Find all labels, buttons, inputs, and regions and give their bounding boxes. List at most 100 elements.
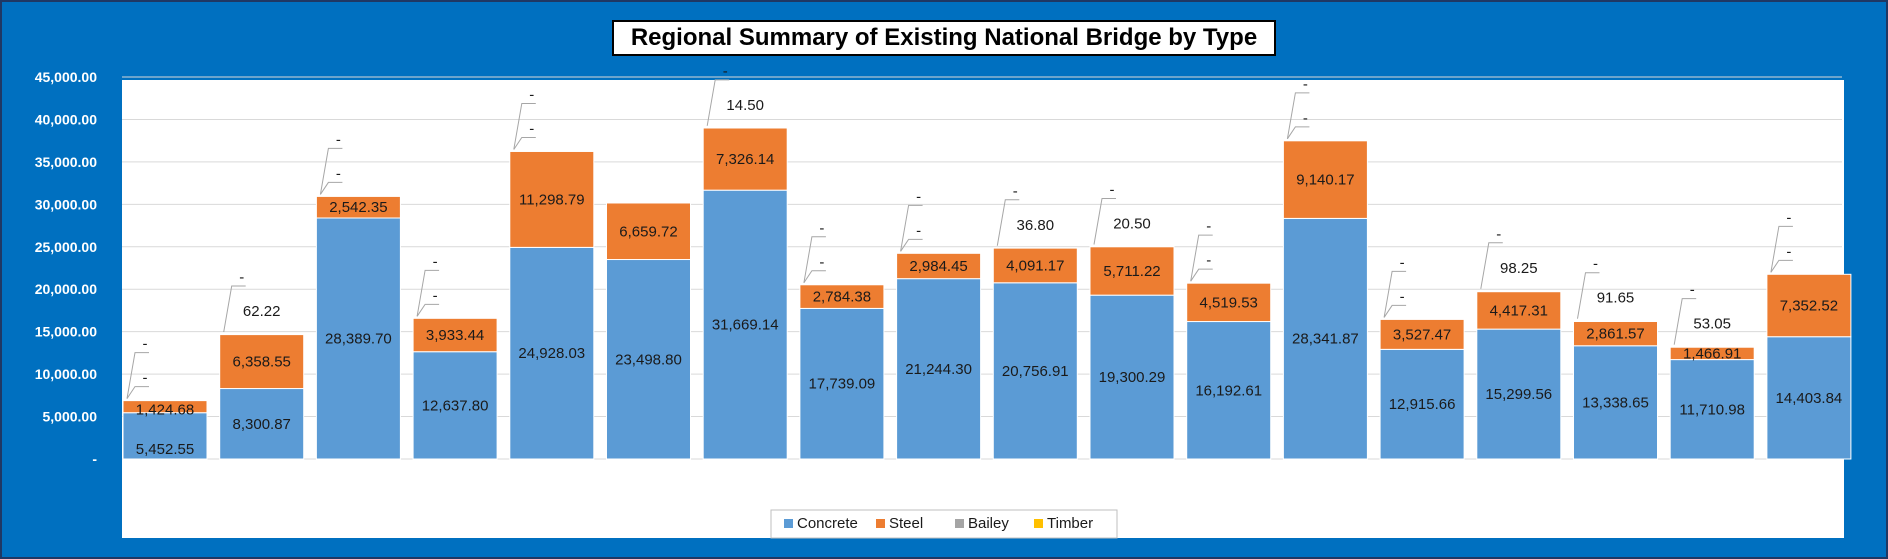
legend-swatch-concrete — [784, 519, 793, 528]
data-label-concrete: 12,915.66 — [1389, 396, 1456, 413]
data-label-bailey: - — [1400, 288, 1405, 305]
data-label-bailey: - — [1206, 252, 1211, 269]
leader-line — [1383, 304, 1407, 318]
bar-steel — [219, 334, 305, 390]
data-label-bailey: 98.25 — [1500, 260, 1538, 277]
y-tick-label: 30,000.00 — [35, 196, 97, 212]
bar-concrete — [992, 282, 1078, 460]
data-label-steel: 3,933.44 — [426, 327, 484, 344]
bar-steel — [702, 127, 788, 191]
bar-concrete — [1573, 345, 1658, 460]
data-label-steel: 4,519.53 — [1200, 294, 1258, 311]
data-label-steel: 4,417.31 — [1490, 302, 1548, 319]
leader-line — [513, 136, 536, 150]
data-label-steel: 7,326.14 — [716, 151, 774, 168]
x-tick-label: V — [1030, 475, 1040, 492]
data-label-bailey: - — [1786, 243, 1791, 260]
data-label-timber: - — [1400, 254, 1405, 271]
data-label-steel: 6,659.72 — [619, 223, 677, 240]
data-label-concrete: 28,341.87 — [1292, 331, 1359, 348]
data-label-timber: - — [1013, 183, 1018, 200]
data-label-timber: - — [1206, 218, 1211, 235]
leader-line — [223, 285, 246, 333]
data-label-concrete: 19,300.29 — [1099, 369, 1166, 386]
bar-steel — [1476, 291, 1562, 330]
leader-line — [319, 181, 343, 195]
leader-line — [1770, 259, 1793, 273]
data-label-timber: - — [1786, 209, 1791, 226]
bar-steel — [1766, 273, 1852, 338]
legend-label-bailey: Bailey — [968, 515, 1009, 532]
leader-line — [1190, 268, 1213, 282]
bars: 5,452.55 1,424.68 8,300.87 6,358.55 28,389.7… — [122, 127, 1852, 460]
data-label-timber: - — [1593, 256, 1598, 273]
x-tick-label: NCR — [342, 475, 375, 492]
bar-concrete — [1669, 359, 1755, 460]
bar-concrete — [1379, 348, 1465, 460]
legend-swatch-timber — [1034, 519, 1043, 528]
leader-line — [1286, 92, 1310, 139]
data-label-bailey: - — [819, 254, 824, 271]
y-tick-label: - — [92, 451, 97, 467]
data-label-concrete: 28,389.70 — [325, 331, 392, 348]
data-label-bailey: 14.50 — [726, 97, 764, 114]
bar-concrete — [1089, 294, 1175, 460]
legend-label-timber: Timber — [1047, 515, 1093, 532]
leader-line — [126, 352, 149, 399]
data-label-concrete: 15,299.56 — [1485, 386, 1552, 403]
data-label-steel: 2,542.35 — [329, 199, 387, 216]
bar-concrete — [1476, 328, 1562, 460]
data-label-bailey: - — [916, 222, 921, 239]
bar-steel — [412, 317, 498, 353]
data-label-steel: 2,984.45 — [909, 258, 967, 275]
chart-title: Regional Summary of Existing National Br… — [612, 20, 1276, 56]
leader-line — [1190, 234, 1213, 282]
bar-concrete — [799, 307, 885, 460]
data-label-timber: - — [433, 253, 438, 270]
x-tick-label: XI — [1608, 475, 1622, 492]
legend-swatch-bailey — [955, 519, 964, 528]
data-label-concrete: 5,452.55 — [136, 441, 194, 458]
leader-line — [416, 303, 440, 317]
data-label-bailey: 53.05 — [1693, 316, 1731, 333]
legend: Concrete Steel Bailey Timber — [770, 509, 1118, 539]
data-label-concrete: 31,669.14 — [712, 317, 779, 334]
y-tick-label: 5,000.00 — [43, 409, 98, 425]
x-tick-label: NIR — [442, 475, 468, 492]
y-tick-label: 15,000.00 — [35, 324, 97, 340]
data-label-bailey: 62.22 — [243, 303, 281, 320]
data-label-timber: - — [529, 86, 534, 103]
bar-concrete — [896, 278, 982, 460]
bar-concrete — [509, 246, 595, 460]
callouts: - - 62.22 - - - - - - - 14.50 - - - - - 36.80 - 20.50 - - - - -… — [126, 63, 1793, 399]
y-tick-label: 20,000.00 — [35, 281, 97, 297]
bar-steel — [1379, 318, 1465, 350]
leader-line — [319, 147, 343, 195]
bar-concrete — [315, 217, 401, 460]
x-tick-label: VII — [1220, 475, 1238, 492]
data-label-bailey: - — [336, 165, 341, 182]
y-tick-label: 40,000.00 — [35, 111, 97, 127]
bar-steel — [1186, 282, 1272, 323]
leader-line — [996, 199, 1020, 246]
y-axis: - 5,000.00 10,000.00 15,000.00 20,000.00 25,0… — [35, 69, 98, 467]
bar-concrete — [702, 189, 788, 460]
x-tick-label: VIII — [1314, 475, 1337, 492]
leader-line — [1577, 272, 1600, 319]
bar-steel — [315, 195, 401, 219]
data-label-bailey: - — [1303, 110, 1308, 127]
data-label-steel: 2,784.38 — [813, 289, 871, 306]
data-label-steel: 1,424.68 — [136, 402, 194, 419]
data-label-timber: - — [1690, 282, 1695, 299]
leader-line — [126, 386, 149, 399]
data-label-steel: 9,140.17 — [1296, 172, 1354, 189]
bar-bailey — [1573, 320, 1658, 322]
data-label-timber: - — [916, 188, 921, 205]
leader-line — [1770, 225, 1793, 273]
bar-steel — [122, 400, 208, 414]
leader-line — [1286, 126, 1310, 140]
x-tick-label: CAR — [245, 475, 278, 492]
data-label-steel: 5,711.22 — [1103, 263, 1160, 280]
data-label-timber: - — [336, 131, 341, 148]
bar-concrete — [412, 351, 498, 460]
